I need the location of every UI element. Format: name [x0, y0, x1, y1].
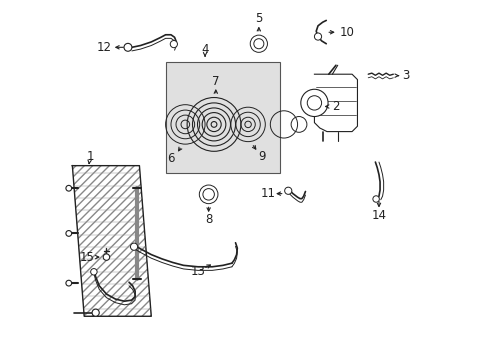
Circle shape: [66, 230, 72, 236]
Polygon shape: [314, 74, 357, 132]
Text: 1: 1: [86, 150, 94, 163]
Circle shape: [199, 185, 218, 204]
Text: 15: 15: [79, 251, 94, 264]
Circle shape: [103, 254, 109, 260]
Circle shape: [300, 89, 327, 117]
Text: 8: 8: [204, 213, 212, 226]
Circle shape: [130, 243, 137, 250]
Text: 13: 13: [191, 265, 205, 278]
Text: 4: 4: [201, 42, 208, 55]
Circle shape: [253, 39, 264, 49]
Circle shape: [250, 35, 267, 52]
Circle shape: [284, 187, 291, 194]
Text: 12: 12: [96, 41, 111, 54]
Circle shape: [66, 280, 72, 286]
Circle shape: [314, 33, 321, 40]
Polygon shape: [72, 166, 151, 316]
Circle shape: [66, 185, 72, 191]
Text: 11: 11: [260, 187, 275, 200]
Circle shape: [92, 309, 99, 316]
Circle shape: [170, 41, 177, 48]
Circle shape: [203, 189, 214, 200]
Text: 5: 5: [255, 12, 262, 25]
Text: 2: 2: [332, 100, 339, 113]
Bar: [165, 62, 280, 173]
Circle shape: [124, 43, 132, 51]
Text: 14: 14: [371, 210, 386, 222]
Circle shape: [372, 196, 379, 202]
Text: 6: 6: [167, 152, 174, 165]
Text: 9: 9: [258, 150, 265, 163]
Circle shape: [306, 96, 321, 110]
Text: 10: 10: [339, 26, 353, 39]
Text: 3: 3: [401, 69, 409, 82]
Circle shape: [90, 269, 97, 275]
Text: 7: 7: [212, 75, 219, 88]
